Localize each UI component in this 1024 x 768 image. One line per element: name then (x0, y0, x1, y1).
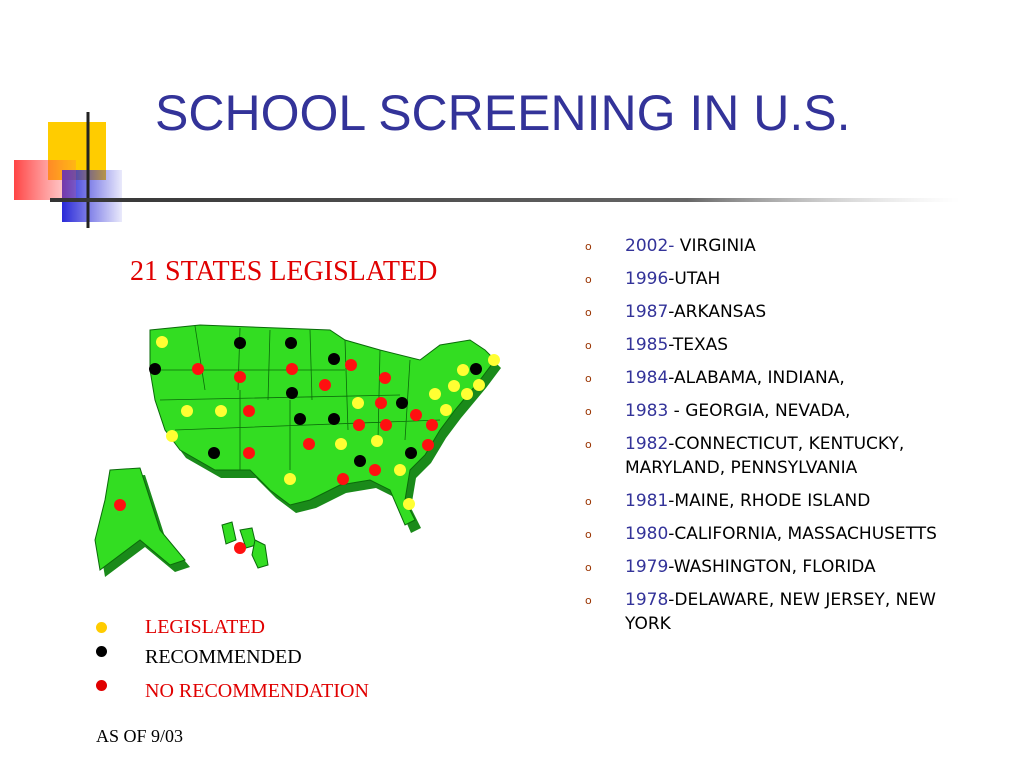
list-item: 1984-ALABAMA, INDIANA, (585, 366, 985, 391)
year: 1982 (625, 434, 669, 454)
map-dots (114, 336, 500, 554)
states: -WASHINGTON, FLORIDA (668, 557, 876, 577)
states: -ARKANSAS (668, 302, 767, 322)
list-item: 1996-UTAH (585, 267, 985, 292)
year: 1984 (625, 368, 669, 388)
states: -TEXAS (668, 335, 729, 355)
year: 1981 (625, 491, 669, 511)
list-item: 1979-WASHINGTON, FLORIDA (585, 555, 985, 580)
list-item: 1980-CALIFORNIA, MASSACHUSETTS (585, 522, 985, 547)
year: 1985 (625, 335, 669, 355)
map-caption: 21 STATES LEGISLATED (130, 256, 438, 287)
year: 1980 (625, 524, 669, 544)
states: - GEORGIA, NEVADA, (668, 401, 851, 421)
year: 2002- (625, 236, 675, 256)
year: 1978 (625, 590, 669, 610)
footer-note: AS OF 9/03 (96, 726, 184, 746)
horizontal-rule (50, 198, 960, 202)
list-item: 1978-DELAWARE, NEW JERSEY, NEW YORK (585, 588, 985, 636)
states: -UTAH (668, 269, 721, 289)
list-item: 1982-CONNECTICUT, KENTUCKY, MARYLAND, PE… (585, 432, 985, 480)
slide-title: SCHOOL SCREENING IN U.S. (155, 85, 851, 141)
list-item: 1981-MAINE, RHODE ISLAND (585, 489, 985, 514)
list-item: 2002- VIRGINIA (585, 234, 985, 259)
list-item: 1985-TEXAS (585, 333, 985, 358)
year: 1987 (625, 302, 669, 322)
list-item: 1983 - GEORGIA, NEVADA, (585, 399, 985, 424)
year-list: 2002- VIRGINIA1996-UTAH1987-ARKANSAS1985… (585, 234, 985, 645)
legend-label: LEGISLATED (145, 616, 265, 638)
legend-label: NO RECOMMENDATION (145, 680, 369, 702)
states: -ALABAMA, INDIANA, (668, 368, 845, 388)
us-map (94, 324, 501, 577)
year: 1983 (625, 401, 669, 421)
states: -DELAWARE, NEW JERSEY, NEW YORK (625, 590, 936, 634)
red-bar (14, 160, 76, 200)
states: -CONNECTICUT, KENTUCKY, MARYLAND, PENNSY… (625, 434, 905, 478)
states: -MAINE, RHODE ISLAND (668, 491, 871, 511)
list-item: 1987-ARKANSAS (585, 300, 985, 325)
states: -CALIFORNIA, MASSACHUSETTS (668, 524, 937, 544)
year: 1979 (625, 557, 669, 577)
states: VIRGINIA (674, 236, 756, 256)
year: 1996 (625, 269, 669, 289)
legend-label: RECOMMENDED (145, 646, 302, 668)
